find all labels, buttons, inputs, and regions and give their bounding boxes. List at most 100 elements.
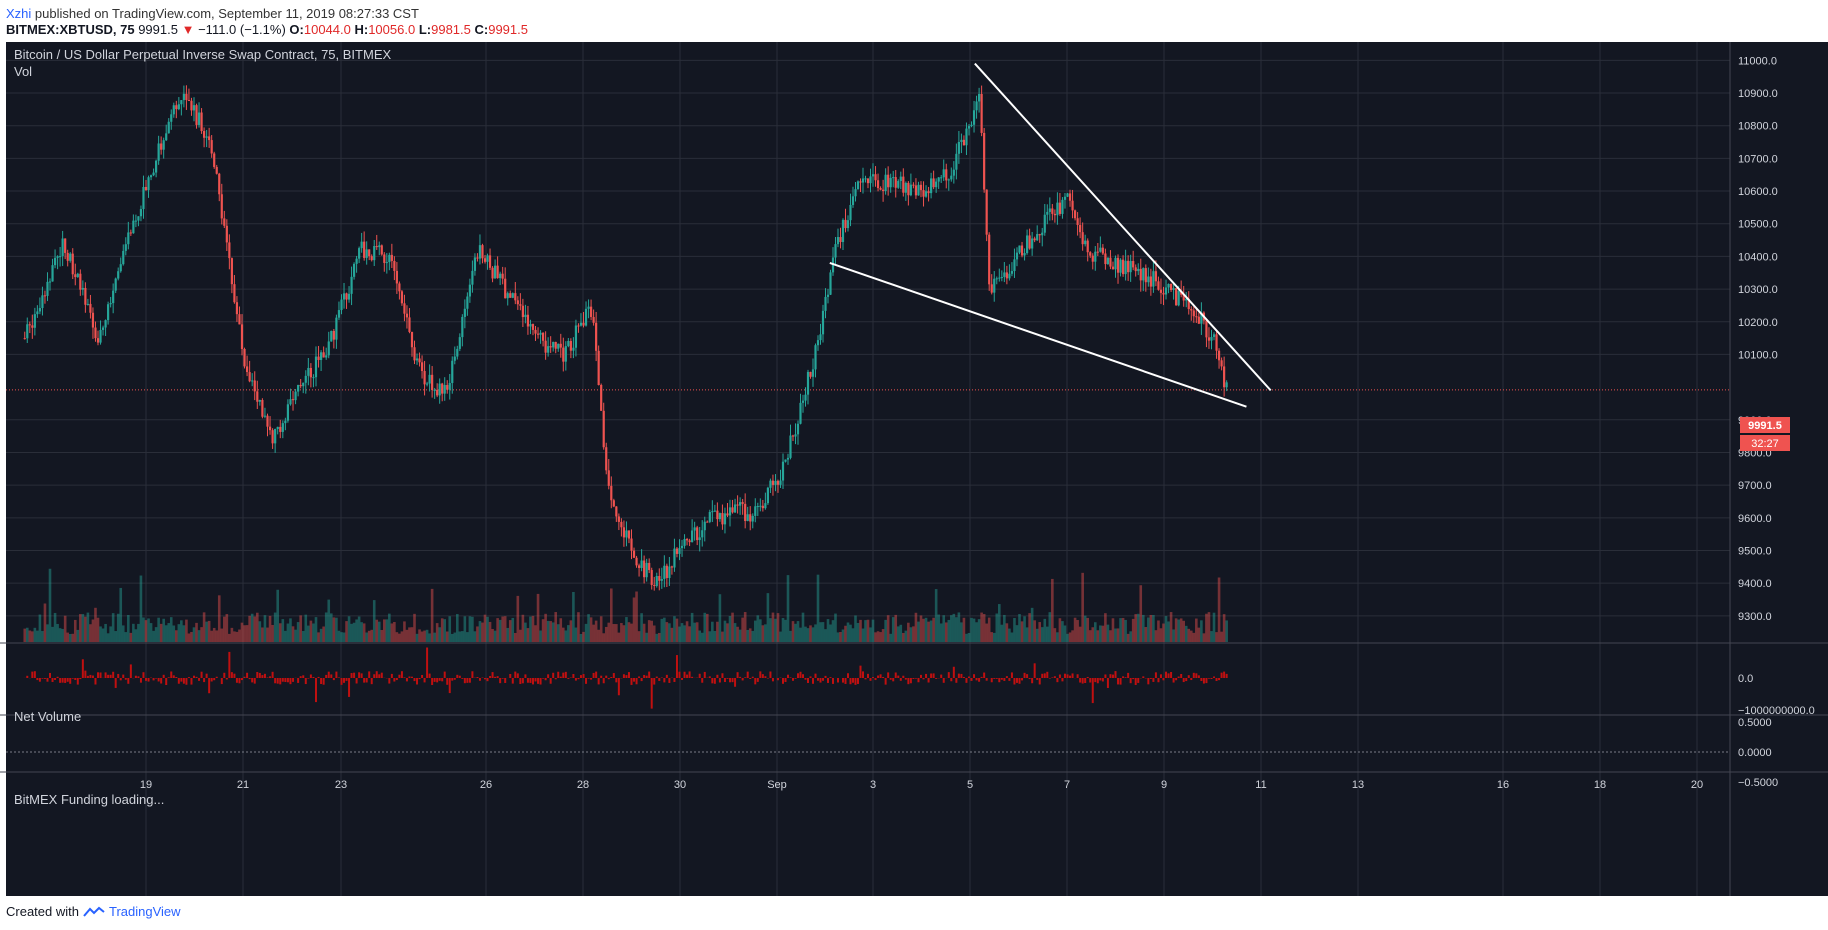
candle-body bbox=[363, 241, 366, 258]
candle-body bbox=[1043, 214, 1046, 233]
net-volume-bar bbox=[635, 678, 638, 685]
net-volume-bar bbox=[162, 674, 165, 678]
volume-bar bbox=[382, 619, 386, 642]
net-volume-bar bbox=[373, 674, 376, 678]
candle-body bbox=[1084, 240, 1087, 245]
candle-body bbox=[436, 389, 439, 396]
candle-body bbox=[970, 124, 973, 127]
volume-bar bbox=[955, 617, 958, 642]
net-volume-bar bbox=[1223, 671, 1226, 678]
volume-bar bbox=[248, 615, 251, 642]
net-volume-bar bbox=[531, 678, 534, 685]
candle-body bbox=[995, 278, 998, 280]
net-volume-bar bbox=[617, 678, 620, 696]
volume-bar bbox=[217, 595, 221, 642]
volume-bar bbox=[235, 631, 239, 642]
net-volume-bar bbox=[882, 676, 885, 678]
candle-body bbox=[516, 300, 519, 305]
volume-bar bbox=[559, 618, 563, 642]
net-volume-bar bbox=[97, 672, 100, 678]
net-volume-bar bbox=[973, 674, 976, 678]
volume-bar bbox=[881, 629, 885, 642]
candle-body bbox=[821, 310, 825, 335]
volume-bar bbox=[1106, 624, 1110, 642]
candle-body bbox=[723, 513, 727, 525]
volume-bar bbox=[511, 617, 515, 642]
volume-bar bbox=[1025, 627, 1029, 642]
candle-body bbox=[1172, 288, 1175, 290]
net-volume-bar bbox=[1134, 678, 1137, 685]
volume-bar bbox=[700, 632, 704, 642]
candle-body bbox=[99, 329, 102, 343]
volume-bar bbox=[180, 620, 183, 642]
volume-bar bbox=[423, 630, 426, 642]
volume-bar bbox=[721, 631, 724, 642]
author-link[interactable]: Xzhi bbox=[6, 6, 32, 21]
price-tick-label: 10500.0 bbox=[1738, 219, 1778, 231]
time-tick-label: 20 bbox=[1691, 779, 1703, 791]
volume-bar bbox=[861, 628, 865, 642]
net-volume-bar bbox=[524, 674, 527, 678]
volume-bar bbox=[430, 588, 434, 642]
candle-body bbox=[952, 169, 955, 176]
net-volume-bar bbox=[892, 678, 895, 682]
volume-bar bbox=[483, 614, 487, 642]
candle-body bbox=[415, 358, 419, 361]
tradingview-link[interactable]: TradingView bbox=[108, 904, 181, 919]
volume-bar bbox=[501, 616, 504, 642]
volume-bar bbox=[781, 618, 785, 642]
net-volume-bar bbox=[1069, 675, 1072, 678]
candle-body bbox=[643, 560, 646, 578]
volume-bar bbox=[466, 632, 469, 642]
candle-body bbox=[678, 548, 681, 554]
net-volume-bar bbox=[172, 675, 175, 678]
candle-body bbox=[776, 480, 780, 485]
volume-bar bbox=[801, 612, 805, 642]
candle-body bbox=[41, 295, 44, 309]
candle-body bbox=[383, 254, 386, 263]
volume-bar bbox=[1134, 614, 1138, 642]
time-tick-label: 21 bbox=[237, 779, 249, 791]
candle-body bbox=[1116, 257, 1120, 273]
net-volume-bar bbox=[683, 671, 686, 678]
net-volume-bar bbox=[1192, 672, 1195, 678]
net-volume-bar bbox=[950, 678, 953, 682]
candle-body bbox=[988, 234, 991, 285]
volume-bar bbox=[367, 630, 371, 642]
volume-bar bbox=[1126, 633, 1130, 642]
funding-label: BitMEX Funding loading... bbox=[14, 792, 164, 807]
chart-canvas[interactable]: 11000.0 10900.0 10800.0 10700.0 10600.0 10500… bbox=[0, 42, 1828, 898]
net-volume-bar bbox=[54, 678, 57, 680]
volume-bar bbox=[534, 625, 537, 642]
volume-bar bbox=[660, 618, 664, 642]
volume-bar bbox=[28, 630, 32, 642]
net-volume-bar bbox=[448, 678, 451, 694]
volume-bar bbox=[296, 622, 300, 642]
candle-body bbox=[607, 470, 610, 486]
time-tick-label: 13 bbox=[1352, 779, 1364, 791]
volume-bar bbox=[253, 616, 257, 642]
candle-body bbox=[299, 384, 302, 387]
candle-body bbox=[79, 273, 82, 290]
candle-body bbox=[157, 143, 160, 161]
volume-bar bbox=[76, 629, 80, 642]
net-volume-bar bbox=[390, 673, 393, 678]
volume-bar bbox=[779, 631, 782, 642]
candle-body bbox=[640, 560, 643, 568]
volume-bar bbox=[960, 622, 963, 642]
candle-body bbox=[240, 324, 244, 349]
candle-body bbox=[36, 311, 39, 315]
candle-body bbox=[1099, 247, 1102, 252]
volume-bar bbox=[1205, 613, 1208, 642]
volume-bar bbox=[957, 612, 961, 642]
candle-body bbox=[1207, 337, 1211, 341]
trendline-drawings[interactable] bbox=[829, 62, 1272, 408]
volume-bar bbox=[322, 626, 325, 642]
volume-bar bbox=[385, 619, 389, 642]
volume-bar bbox=[516, 595, 520, 642]
candle-body bbox=[595, 322, 598, 351]
net-volume-bar bbox=[84, 670, 87, 678]
net-volume-bar bbox=[721, 673, 724, 678]
volume-bar bbox=[1159, 628, 1163, 642]
volume-bar bbox=[675, 618, 679, 642]
